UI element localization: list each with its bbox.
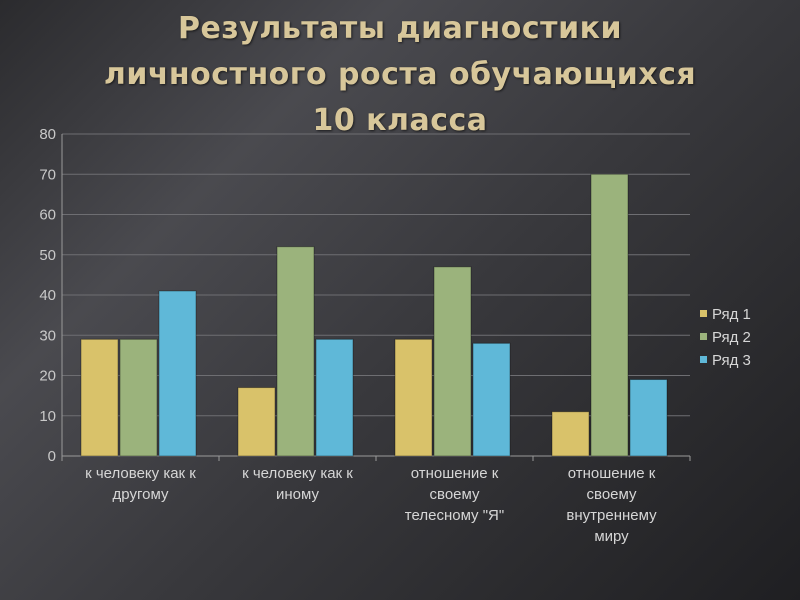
title-line-1: Результаты диагностики (178, 11, 622, 46)
category-label-4: внутреннему (566, 507, 657, 524)
category-label-1: другому (113, 486, 169, 503)
y-tick-label: 50 (39, 247, 56, 264)
bar-2-4 (590, 173, 629, 457)
bar-3-3 (472, 342, 511, 457)
legend-swatch-1 (700, 310, 707, 317)
bar-3-1 (158, 290, 197, 457)
category-label-4: своему (587, 486, 637, 503)
y-tick-label: 0 (48, 448, 56, 465)
legend-label-1: Ряд 1 (712, 306, 751, 323)
y-tick-label: 70 (39, 166, 56, 183)
legend-swatch-2 (700, 333, 707, 340)
y-tick-label: 80 (39, 126, 56, 143)
category-label-3: своему (430, 486, 480, 503)
title-line-3: 10 класса (312, 103, 488, 138)
bar-1-3 (394, 338, 433, 457)
bar-2-3 (433, 266, 472, 457)
y-tick-label: 40 (39, 287, 56, 304)
y-tick-label: 30 (39, 327, 56, 344)
category-label-3: телесному "Я" (405, 507, 504, 524)
legend-swatch-3 (700, 356, 707, 363)
bar-1-4 (551, 411, 590, 457)
slide-title: Результаты диагностики личностного роста… (40, 6, 760, 144)
category-label-3: отношение к (411, 465, 499, 482)
bar-2-2 (276, 246, 315, 457)
bar-2-1 (119, 338, 158, 457)
bar-3-2 (315, 338, 354, 457)
y-tick-label: 20 (39, 368, 56, 385)
bar-3-4 (629, 379, 668, 457)
category-label-4: миру (594, 528, 629, 545)
title-line-2: личностного роста обучающихся (103, 57, 697, 92)
bar-1-2 (237, 387, 276, 457)
legend-label-2: Ряд 2 (712, 329, 751, 346)
bar-1-1 (80, 338, 119, 457)
category-label-1: к человеку как к (85, 465, 196, 482)
y-tick-label: 60 (39, 207, 56, 224)
category-label-4: отношение к (568, 465, 656, 482)
legend-label-3: Ряд 3 (712, 352, 751, 369)
category-label-2: иному (276, 486, 319, 503)
category-label-2: к человеку как к (242, 465, 353, 482)
y-tick-label: 10 (39, 408, 56, 425)
